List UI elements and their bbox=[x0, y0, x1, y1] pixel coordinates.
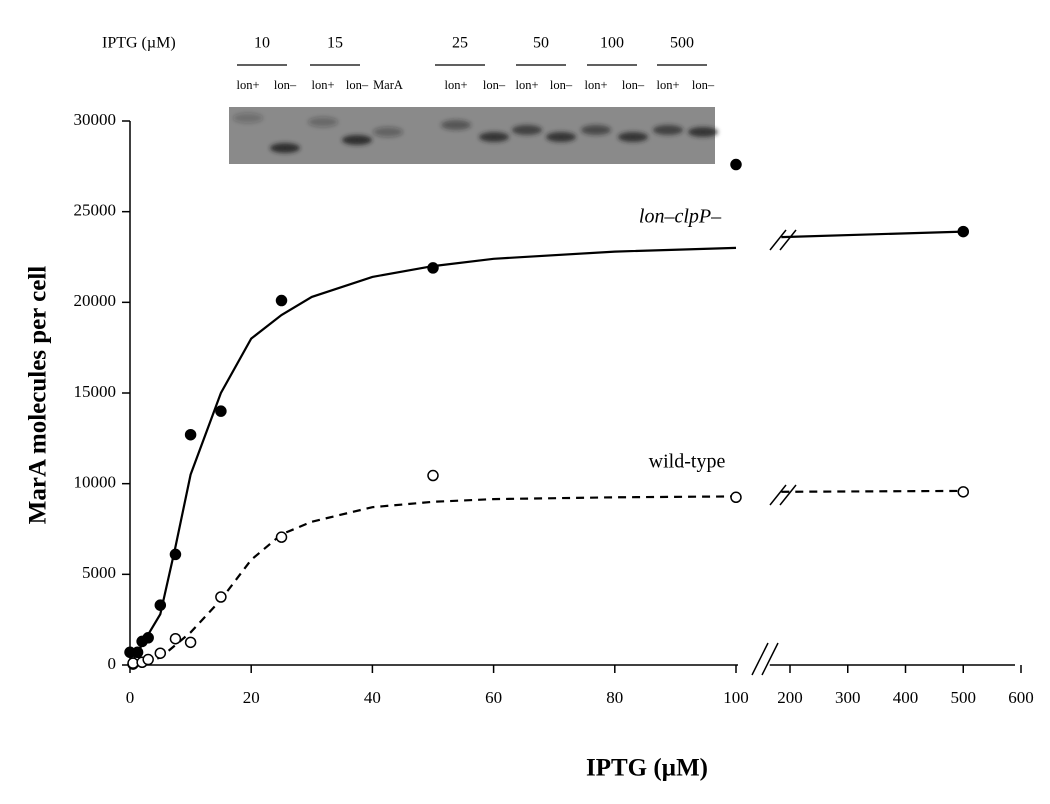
x-tick-label: 400 bbox=[893, 688, 919, 707]
x-tick-label: 60 bbox=[485, 688, 502, 707]
data-point bbox=[427, 469, 439, 482]
data-point bbox=[730, 158, 742, 171]
y-tick-label: 10000 bbox=[74, 473, 117, 492]
fit-line bbox=[129, 246, 737, 666]
fit-line bbox=[781, 489, 964, 493]
gel-band bbox=[688, 127, 718, 137]
lane-label: lon+ bbox=[515, 78, 538, 92]
lane-label: lon+ bbox=[656, 78, 679, 92]
lane-label: lon– bbox=[550, 78, 573, 92]
data-point bbox=[154, 647, 167, 659]
x-tick-label: 0 bbox=[126, 688, 135, 707]
concentration-label: 500 bbox=[670, 35, 694, 52]
y-tick-label: 15000 bbox=[74, 382, 117, 401]
y-tick-label: 5000 bbox=[82, 563, 116, 582]
lane-label: lon+ bbox=[311, 78, 334, 92]
data-point bbox=[184, 428, 197, 441]
gel-band bbox=[479, 132, 509, 142]
gel-band bbox=[342, 135, 372, 145]
lane-label: lon+ bbox=[444, 78, 467, 92]
lane-label: lon+ bbox=[584, 78, 607, 92]
data-point bbox=[275, 531, 288, 543]
x-tick-label: 20 bbox=[243, 688, 260, 707]
series-label: wild-type bbox=[649, 451, 726, 473]
x-tick-label: 80 bbox=[606, 688, 623, 707]
lane-label: lon– bbox=[483, 78, 506, 92]
data-point bbox=[215, 591, 227, 603]
gel-band bbox=[270, 143, 300, 153]
x-tick-label: 300 bbox=[835, 688, 861, 707]
gel-band bbox=[653, 125, 683, 135]
lane-label: lon+ bbox=[236, 78, 259, 92]
concentration-label: 10 bbox=[254, 35, 270, 52]
data-point bbox=[957, 225, 969, 238]
data-point bbox=[142, 632, 154, 644]
gel-bands bbox=[233, 113, 718, 153]
data-point bbox=[215, 405, 227, 417]
gel-band bbox=[512, 125, 542, 135]
data-point bbox=[957, 486, 969, 498]
data-point bbox=[184, 636, 197, 649]
gel-band bbox=[373, 127, 403, 137]
y-tick-label: 0 bbox=[108, 654, 117, 673]
x-tick-label: 500 bbox=[951, 688, 977, 707]
lane-label: lon– bbox=[692, 78, 715, 92]
x-axis-label: IPTG (µM) bbox=[586, 755, 708, 782]
x-tick-label: 200 bbox=[777, 688, 803, 707]
concentration-label: 50 bbox=[533, 35, 549, 52]
y-tick-label: 25000 bbox=[74, 201, 117, 220]
concentration-label: 100 bbox=[600, 35, 624, 52]
data-point bbox=[142, 653, 154, 666]
gel-band bbox=[581, 125, 611, 135]
series-label: lon–clpP– bbox=[639, 206, 722, 228]
x-tick-label: 40 bbox=[364, 688, 381, 707]
x-tick-label: 100 bbox=[723, 688, 749, 707]
data-point bbox=[275, 294, 288, 307]
lane-label: lon– bbox=[346, 78, 369, 92]
gel-band bbox=[441, 120, 471, 130]
y-tick-label: 30000 bbox=[74, 110, 117, 129]
data-point bbox=[730, 491, 742, 504]
inset-header: IPTG (µM) bbox=[102, 35, 176, 52]
y-axis-label: MarA molecules per cell bbox=[25, 266, 52, 525]
y-tick-label: 20000 bbox=[74, 291, 117, 310]
data-point bbox=[154, 599, 167, 611]
lane-label: lon– bbox=[274, 78, 297, 92]
lane-label: MarA bbox=[373, 78, 403, 92]
x-tick-label: 600 bbox=[1008, 688, 1034, 707]
data-point bbox=[131, 646, 144, 659]
axis-breaks bbox=[751, 229, 797, 676]
fit-line bbox=[781, 230, 964, 239]
gel-band bbox=[233, 113, 263, 123]
gel-band bbox=[546, 132, 576, 142]
gel-band bbox=[618, 132, 648, 142]
data-point bbox=[169, 548, 182, 561]
concentration-label: 25 bbox=[452, 35, 468, 52]
lane-label: lon– bbox=[622, 78, 645, 92]
concentration-label: 15 bbox=[327, 35, 343, 52]
data-point bbox=[169, 632, 182, 645]
fit-line bbox=[129, 495, 737, 667]
gel-band bbox=[308, 117, 338, 127]
data-point bbox=[427, 262, 439, 274]
